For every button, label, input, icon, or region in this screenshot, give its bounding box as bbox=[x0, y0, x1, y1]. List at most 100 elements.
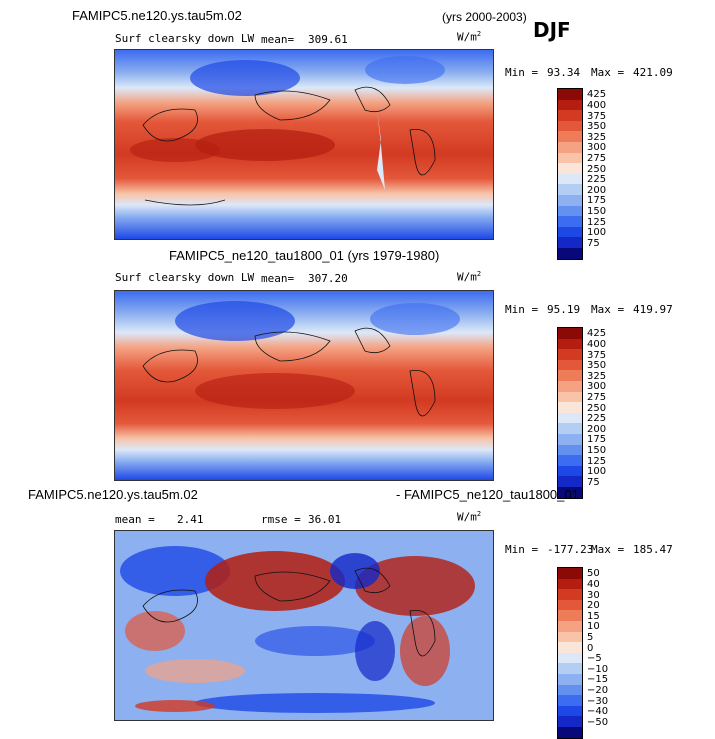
panel2-colorbar bbox=[557, 327, 583, 499]
colorbar-tick-label: −10 bbox=[587, 663, 609, 675]
colorbar-tick-label: 200 bbox=[587, 423, 607, 435]
colorbar-swatch bbox=[558, 652, 582, 664]
panel2-variable: Surf clearsky down LW bbox=[115, 271, 255, 284]
colorbar-swatch bbox=[558, 444, 582, 456]
colorbar-swatch bbox=[558, 476, 582, 487]
colorbar-tick-label: 275 bbox=[587, 391, 607, 403]
colorbar-swatch bbox=[558, 173, 582, 185]
colorbar-swatch bbox=[558, 89, 582, 100]
colorbar-swatch bbox=[558, 216, 582, 227]
colorbar-tick-label: 10 bbox=[587, 621, 600, 633]
panel3-map bbox=[114, 530, 494, 721]
panel2-max-value: 419.97 bbox=[633, 303, 673, 316]
colorbar-swatch bbox=[558, 412, 582, 424]
colorbar-tick-label: 350 bbox=[587, 121, 607, 133]
panel1-mean-value: 309.61 bbox=[308, 33, 348, 46]
colorbar-swatch bbox=[558, 455, 582, 466]
panel1-years: (yrs 2000-2003) bbox=[442, 10, 527, 24]
panel2-min-label: Min = bbox=[505, 303, 539, 316]
panel1-min-label: Min = bbox=[505, 66, 539, 79]
colorbar-tick-label: 15 bbox=[587, 610, 600, 622]
colorbar-swatch bbox=[558, 620, 582, 632]
colorbar-tick-label: 150 bbox=[587, 444, 607, 456]
panel2-mean-value: 307.20 bbox=[308, 272, 348, 285]
panel2-min-value: 95.19 bbox=[547, 303, 581, 316]
colorbar-tick-label: 250 bbox=[587, 163, 607, 175]
colorbar-swatch bbox=[558, 110, 582, 121]
colorbar-swatch bbox=[558, 120, 582, 132]
panel3-units: W/m2 bbox=[457, 510, 482, 524]
colorbar-tick-label: 200 bbox=[587, 184, 607, 196]
colorbar-swatch bbox=[558, 726, 582, 738]
colorbar-tick-label: 175 bbox=[587, 434, 607, 446]
colorbar-swatch bbox=[558, 568, 582, 579]
colorbar-tick-label: 325 bbox=[587, 131, 607, 143]
panel1-field bbox=[115, 50, 493, 239]
colorbar-swatch bbox=[558, 599, 582, 611]
colorbar-swatch bbox=[558, 237, 582, 248]
colorbar-tick-label: 375 bbox=[587, 349, 607, 361]
colorbar-tick-label: 400 bbox=[587, 338, 607, 350]
colorbar-swatch bbox=[558, 163, 582, 174]
panel3-rmse-label: rmse = bbox=[261, 513, 301, 526]
colorbar-tick-label: −40 bbox=[587, 706, 609, 718]
colorbar-tick-label: 0 bbox=[587, 642, 594, 654]
panel3-field bbox=[115, 531, 493, 720]
colorbar-swatch bbox=[558, 380, 582, 392]
colorbar-swatch bbox=[558, 338, 582, 350]
panel3-min-value: -177.23 bbox=[547, 543, 594, 556]
panel3-rmse-value: 36.01 bbox=[308, 513, 342, 526]
colorbar-swatch bbox=[558, 184, 582, 195]
colorbar-tick-label: 250 bbox=[587, 402, 607, 414]
colorbar-tick-label: 175 bbox=[587, 195, 607, 207]
colorbar-tick-label: 400 bbox=[587, 99, 607, 111]
colorbar-swatch bbox=[558, 433, 582, 445]
colorbar-tick-label: −15 bbox=[587, 674, 609, 686]
colorbar-swatch bbox=[558, 663, 582, 674]
panel3-minus-case: - FAMIPC5_ne120_tau1800_01 bbox=[396, 487, 579, 502]
colorbar-tick-label: 30 bbox=[587, 589, 600, 601]
colorbar-tick-label: −30 bbox=[587, 695, 609, 707]
colorbar-swatch bbox=[558, 465, 582, 477]
colorbar-swatch bbox=[558, 578, 582, 590]
colorbar-tick-label: 125 bbox=[587, 216, 607, 228]
panel2-field bbox=[115, 291, 493, 480]
colorbar-tick-label: 275 bbox=[587, 152, 607, 164]
colorbar-tick-label: 5 bbox=[587, 631, 594, 643]
panel1-min-value: 93.34 bbox=[547, 66, 581, 79]
colorbar-tick-label: 225 bbox=[587, 174, 607, 186]
colorbar-tick-label: 75 bbox=[587, 476, 600, 488]
panel1-max-value: 421.09 bbox=[633, 66, 673, 79]
colorbar-swatch bbox=[558, 631, 582, 643]
panel1-units: W/m2 bbox=[457, 30, 482, 44]
panel2-max-label: Max = bbox=[591, 303, 625, 316]
panel3-case-title: FAMIPC5.ne120.ys.tau5m.02 bbox=[28, 487, 198, 502]
colorbar-tick-label: −20 bbox=[587, 684, 609, 696]
colorbar-swatch bbox=[558, 152, 582, 164]
colorbar-swatch bbox=[558, 589, 582, 600]
colorbar-swatch bbox=[558, 673, 582, 685]
colorbar-swatch bbox=[558, 370, 582, 381]
colorbar-swatch bbox=[558, 695, 582, 706]
panel1-variable: Surf clearsky down LW bbox=[115, 32, 255, 45]
colorbar-tick-label: −50 bbox=[587, 716, 609, 728]
colorbar-tick-label: 375 bbox=[587, 110, 607, 122]
colorbar-tick-label: 40 bbox=[587, 578, 600, 590]
panel3-mean-label: mean = bbox=[115, 513, 155, 526]
panel3-colorbar bbox=[557, 567, 583, 739]
panel1-mean-label: mean= bbox=[261, 33, 295, 46]
colorbar-swatch bbox=[558, 610, 582, 621]
colorbar-tick-label: 225 bbox=[587, 413, 607, 425]
colorbar-swatch bbox=[558, 247, 582, 259]
colorbar-swatch bbox=[558, 328, 582, 339]
panel3-max-label: Max = bbox=[591, 543, 625, 556]
panel3-mean-value: 2.41 bbox=[177, 513, 204, 526]
colorbar-swatch bbox=[558, 684, 582, 696]
colorbar-tick-label: 325 bbox=[587, 370, 607, 382]
colorbar-tick-label: 100 bbox=[587, 227, 607, 239]
panel1-map bbox=[114, 49, 494, 240]
colorbar-swatch bbox=[558, 391, 582, 403]
colorbar-swatch bbox=[558, 402, 582, 413]
colorbar-swatch bbox=[558, 349, 582, 360]
colorbar-tick-label: 100 bbox=[587, 466, 607, 478]
